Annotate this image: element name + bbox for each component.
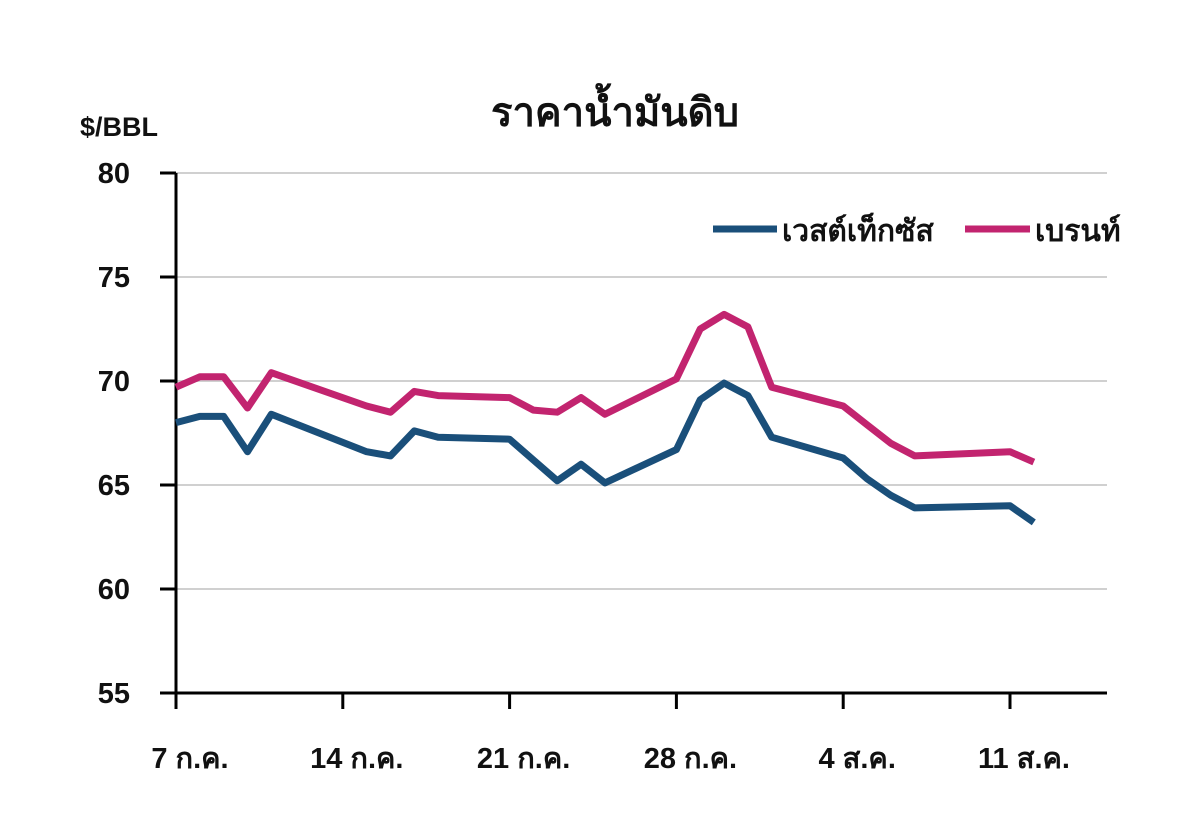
legend-label-brent: เบรนท์: [1035, 214, 1121, 248]
y-tick-label: 55: [98, 678, 130, 710]
y-tick-label: 75: [98, 262, 130, 294]
y-tick-label: 60: [98, 574, 130, 606]
y-tick-label: 65: [98, 470, 130, 502]
series-line-wti: [175, 379, 1036, 526]
x-tick-label: 11 ส.ค.: [978, 743, 1070, 775]
legend: เวสต์เท็กซัส เบรนท์: [713, 212, 1121, 248]
series-lines: [174, 310, 1036, 526]
x-tick-label: 21 ก.ค.: [477, 743, 570, 775]
axes: 55 60 65 70 75 80 7 ก.ค. 14 ก.ค. 21 ก.ค. 28 ก.ค. 4…: [98, 158, 1107, 775]
x-tick-label: 4 ส.ค.: [818, 743, 895, 775]
x-tick-label: 28 ก.ค.: [644, 743, 737, 775]
legend-label-wti: เวสต์เท็กซัส: [782, 212, 934, 248]
y-axis-unit-label: $/BBL: [80, 112, 159, 142]
series-line-brent: [174, 310, 1036, 466]
x-tick-label: 7 ก.ค.: [151, 743, 228, 775]
y-tick-label: 80: [98, 158, 130, 190]
chart-title: ราคาน้ำมันดิบ: [490, 91, 740, 135]
y-tick-label: 70: [98, 366, 130, 398]
x-tick-label: 14 ก.ค.: [310, 743, 403, 775]
gridlines: [176, 172, 1107, 590]
